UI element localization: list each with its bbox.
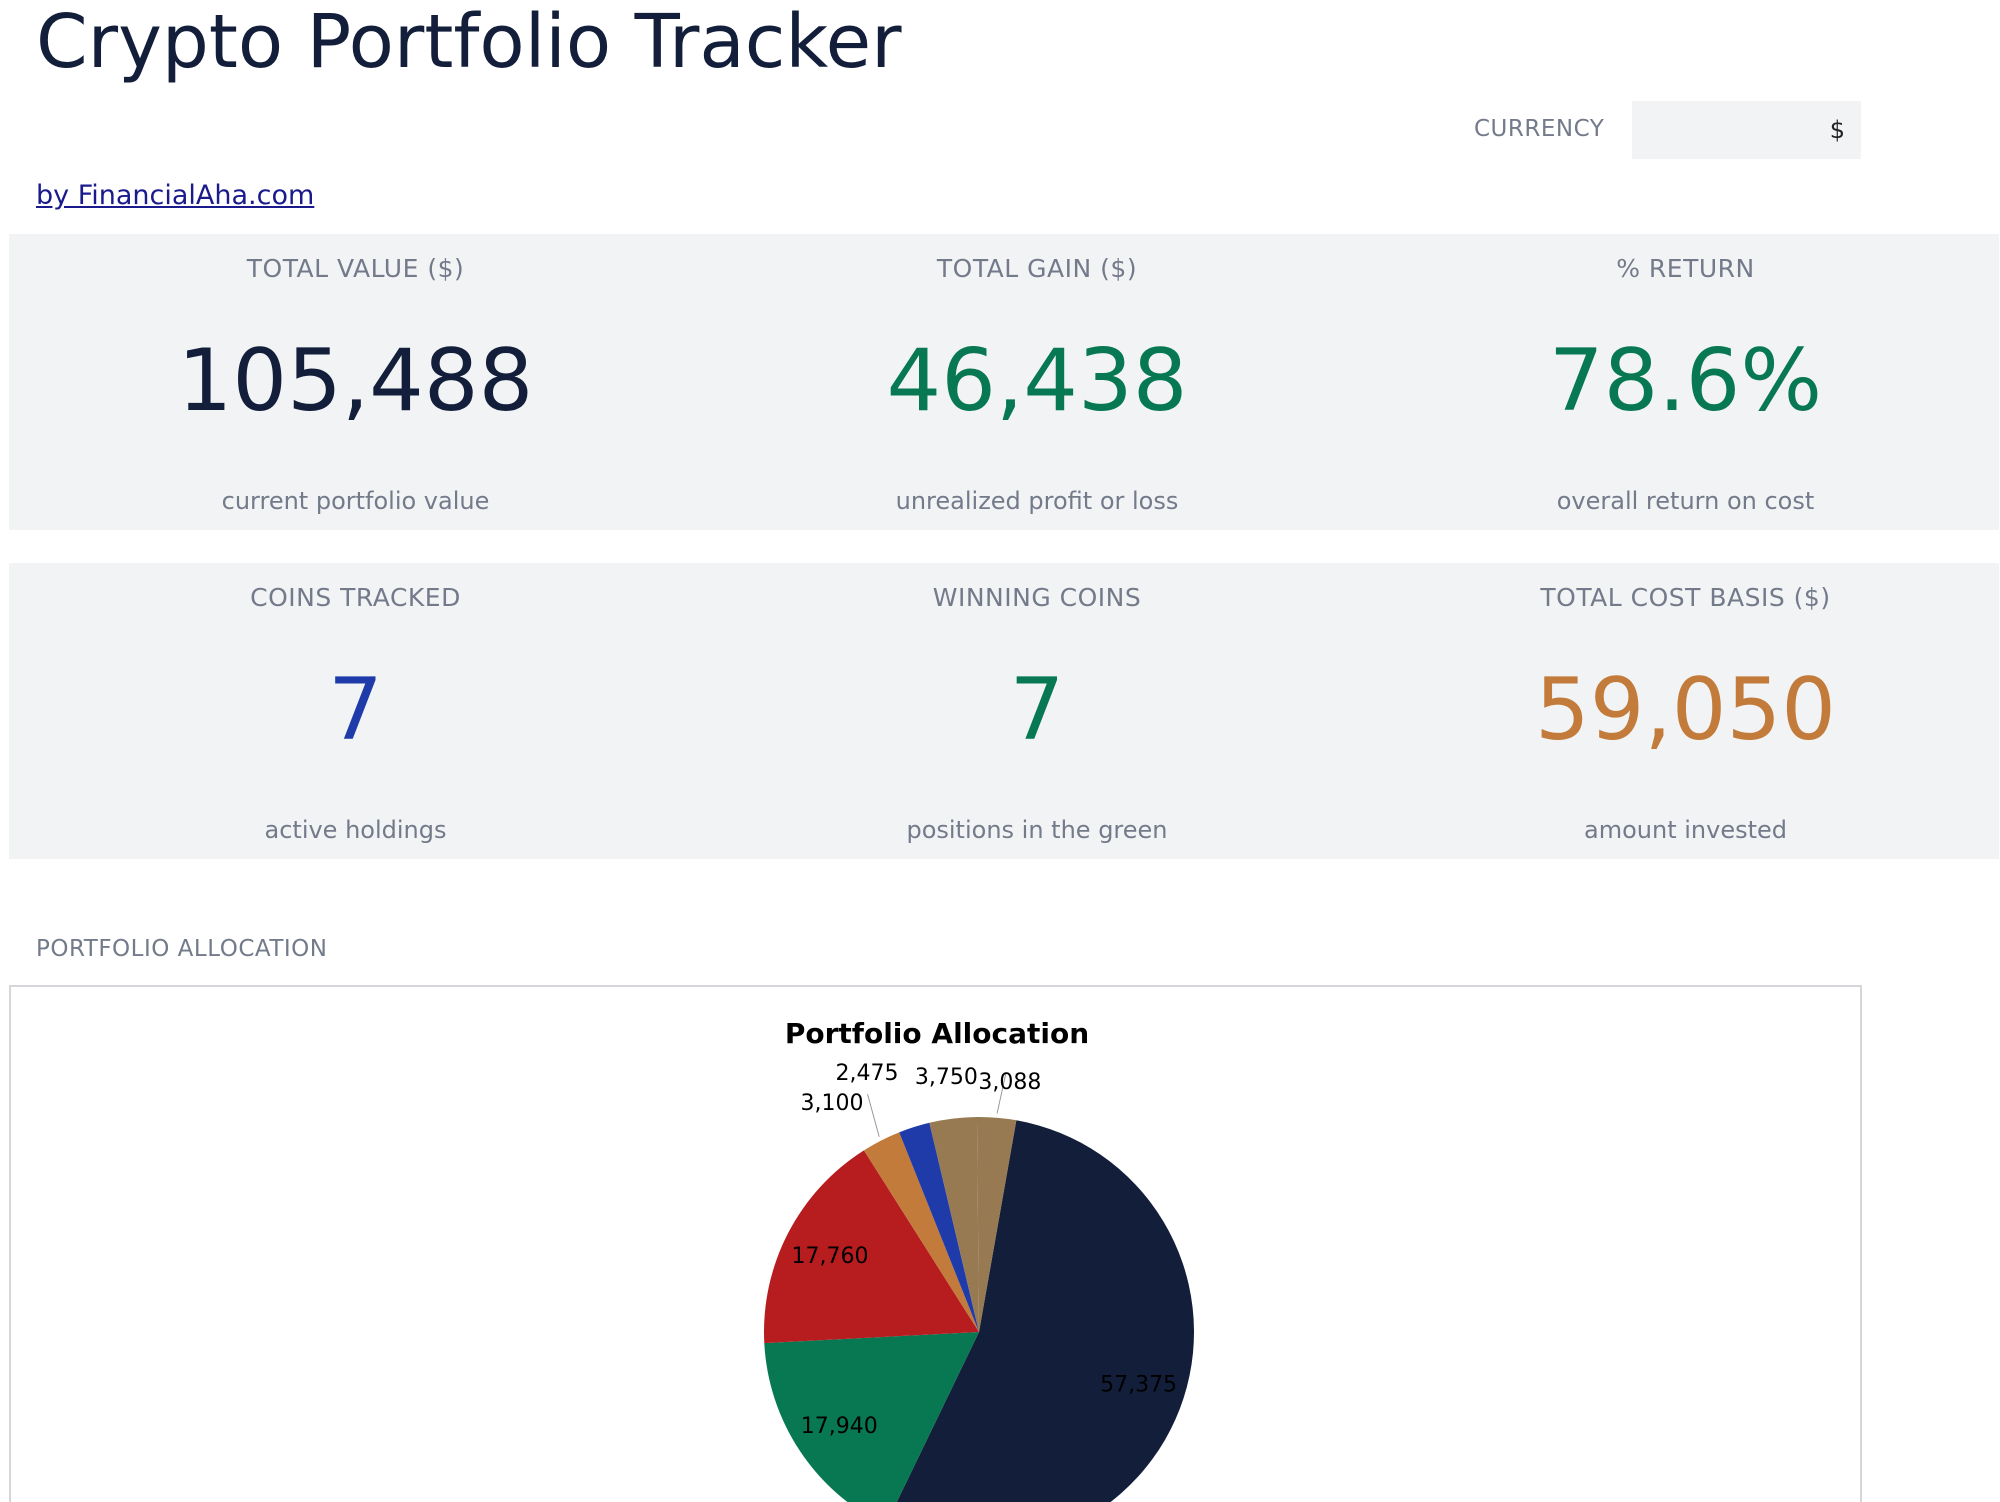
currency-label: CURRENCY: [1474, 116, 1605, 142]
currency-input[interactable]: [1632, 101, 1861, 159]
allocation-section-label: PORTFOLIO ALLOCATION: [36, 936, 328, 962]
kpi-label: TOTAL GAIN ($): [936, 254, 1138, 283]
kpi-value: 7: [328, 660, 383, 760]
kpi-label: TOTAL VALUE ($): [246, 254, 465, 283]
pie-slice: [896, 1120, 1194, 1502]
byline-link[interactable]: by FinancialAha.com: [36, 180, 315, 211]
kpi-caption: positions in the green: [906, 816, 1168, 844]
kpi-caption: overall return on cost: [1556, 487, 1815, 515]
kpi-cost-basis: TOTAL COST BASIS ($) 59,050 amount inves…: [1372, 563, 1999, 859]
kpi-caption: amount invested: [1584, 816, 1787, 844]
kpi-label: WINNING COINS: [932, 583, 1142, 612]
kpi-winning-coins: WINNING COINS 7 positions in the green: [702, 563, 1372, 859]
kpi-value: 7: [1009, 660, 1065, 760]
pie-slice: [899, 1122, 979, 1332]
allocation-chart-panel: Portfolio Allocation 57,375 17,940 17,760 3…: [9, 985, 1862, 1502]
pie-data-label: 3,100: [801, 1091, 864, 1116]
kpi-value: 46,438: [886, 331, 1188, 431]
kpi-label: % RETURN: [1616, 254, 1755, 283]
pie-slice: [764, 1332, 979, 1502]
kpi-value: 59,050: [1535, 660, 1836, 760]
kpi-caption: unrealized profit or loss: [895, 487, 1179, 515]
kpi-row-2: COINS TRACKED 7 active holdings WINNING …: [9, 563, 1999, 859]
pie-slice: [929, 1117, 979, 1332]
pie-slice: [976, 1117, 1017, 1332]
kpi-caption: current portfolio value: [221, 487, 490, 515]
pie-data-label: 2,475: [835, 1061, 898, 1086]
kpi-caption: active holdings: [264, 816, 447, 844]
label-leader-line: [996, 1073, 1007, 1114]
kpi-row-1: TOTAL VALUE ($) 105,488 current portfoli…: [9, 234, 1999, 530]
pie-data-label: 3,088: [978, 1070, 1041, 1095]
kpi-total-gain: TOTAL GAIN ($) 46,438 unrealized profit …: [702, 234, 1372, 530]
chart-title: Portfolio Allocation: [785, 1017, 1089, 1050]
pie-data-label: 17,940: [801, 1414, 878, 1439]
pie-slice: [764, 1150, 979, 1344]
kpi-coins-tracked: COINS TRACKED 7 active holdings: [9, 563, 702, 859]
pie-data-label: 57,375: [1100, 1373, 1177, 1398]
kpi-value: 105,488: [177, 331, 534, 431]
allocation-pie-chart: Portfolio Allocation 57,375 17,940 17,760 3…: [764, 1017, 1194, 1502]
kpi-total-value: TOTAL VALUE ($) 105,488 current portfoli…: [9, 234, 702, 530]
kpi-value: 78.6%: [1548, 331, 1823, 431]
pie-slice: [863, 1132, 979, 1332]
kpi-label: COINS TRACKED: [250, 583, 461, 612]
kpi-label: TOTAL COST BASIS ($): [1540, 583, 1831, 612]
label-leader-line: [867, 1093, 880, 1137]
page-title: Crypto Portfolio Tracker: [36, 0, 902, 85]
pie-data-label: 17,760: [792, 1244, 869, 1269]
kpi-return: % RETURN 78.6% overall return on cost: [1372, 234, 1999, 530]
pie-data-label: 3,750: [915, 1065, 978, 1090]
